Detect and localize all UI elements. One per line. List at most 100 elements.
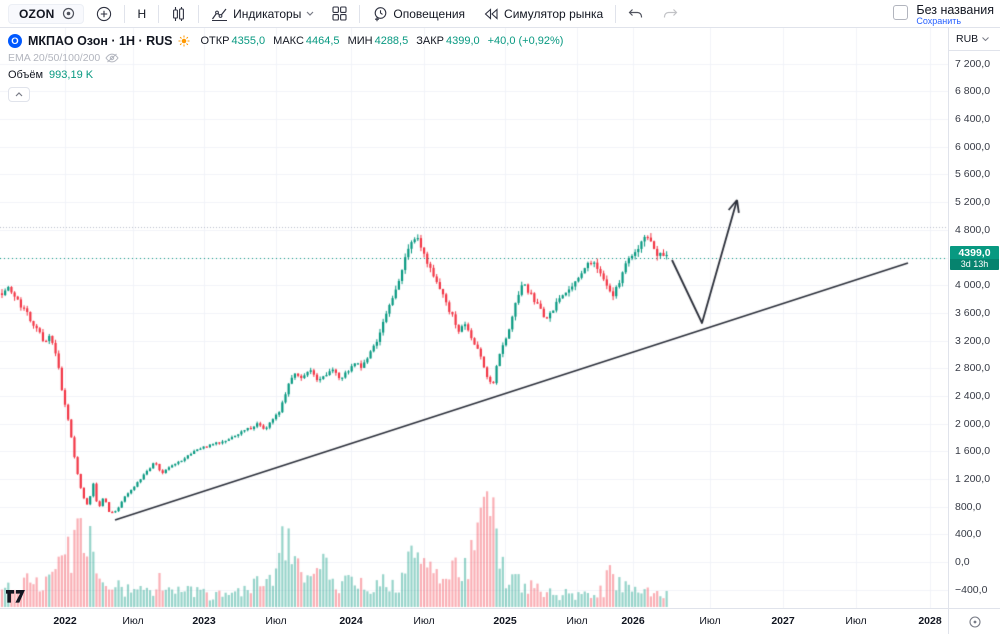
tradingview-logo[interactable] [6, 590, 30, 604]
time-axis-year-label: 2028 [918, 615, 942, 627]
eye-off-icon[interactable] [105, 53, 119, 63]
price-axis-label: 1 200,0 [955, 472, 991, 485]
volume-label[interactable]: Объём [8, 69, 44, 81]
low-label: МИН [347, 35, 373, 47]
high-label: МАКС [273, 35, 304, 47]
toolbar-separator [359, 4, 361, 23]
price-axis[interactable]: RUB 7 200,0 6 800,0 6 400,0 6 000,0 5 600,0 5… [948, 28, 1000, 608]
open-value: 4355,0 [231, 35, 266, 47]
pane-collapse-button[interactable] [8, 87, 30, 102]
chevron-down-icon [982, 37, 990, 41]
ozon-logo: O [8, 34, 22, 48]
time-axis-month-label: Июл [413, 615, 435, 627]
time-axis-year-label: 2022 [53, 615, 77, 627]
interval-button[interactable]: H [131, 5, 152, 23]
price-axis-label: 2 400,0 [955, 389, 991, 402]
volume-value: 993,19 K [49, 69, 94, 81]
change-value: +40,0 (+0,92%) [487, 35, 564, 47]
close-value: 4399,0 [445, 35, 480, 47]
time-axis[interactable]: 2022 Июл 2023 Июл 2024 Июл 2025 Июл 2026 Июл 2027 И… [0, 608, 1000, 634]
high-value: 4464,5 [305, 35, 340, 47]
chart-main-area: O МКПАО Озон · 1H · RUS ОТКР 4355,0 МАКС 4… [0, 28, 1000, 608]
price-axis-label: 7 200,0 [955, 57, 991, 70]
price-pane: O МКПАО Озон · 1H · RUS ОТКР 4355,0 МАКС 4… [0, 28, 948, 608]
bar-countdown: 3d 13h [950, 258, 999, 270]
symbol-search[interactable]: OZON [8, 3, 85, 24]
alert-clock-icon [372, 6, 388, 22]
ohlc-values: ОТКР 4355,0 МАКС 4464,5 МИН 4288,5 ЗАКР 4399… [200, 35, 563, 47]
time-axis-month-label: Июл [699, 615, 721, 627]
chevron-down-icon [306, 11, 314, 16]
layout-checkbox[interactable] [893, 4, 909, 20]
indicators-label: Индикаторы [233, 6, 302, 21]
symbol-title[interactable]: МКПАО Озон · 1H · RUS [28, 34, 173, 48]
candlestick-icon [171, 6, 186, 22]
toolbar-separator [158, 4, 160, 23]
toolbar-separator [124, 4, 126, 23]
time-axis-month-label: Июл [122, 615, 144, 627]
price-axis-label: 1 600,0 [955, 445, 991, 458]
low-value: 4288,5 [374, 35, 409, 47]
price-axis-label: 2 000,0 [955, 417, 991, 430]
layout-title[interactable]: Без названия [916, 3, 994, 17]
price-axis-label: 2 800,0 [955, 362, 991, 375]
price-chart-canvas[interactable] [0, 28, 948, 608]
toolbar-separator [198, 4, 200, 23]
price-axis-label: 3 600,0 [955, 306, 991, 319]
last-price-value: 4399,0 [958, 246, 991, 259]
layout-grid-icon [332, 6, 347, 21]
time-axis-month-label: Июл [845, 615, 867, 627]
alerts-button[interactable]: Оповещения [366, 4, 471, 24]
price-axis-label: 6 400,0 [955, 113, 991, 126]
price-axis-label: 5 600,0 [955, 168, 991, 181]
toolbar-separator [615, 4, 617, 23]
replay-button[interactable]: Симулятор рынка [477, 5, 609, 23]
time-axis-year-label: 2024 [339, 615, 363, 627]
top-toolbar: OZON H [0, 0, 1000, 28]
alerts-label: Оповещения [393, 6, 466, 21]
layout-grid-button[interactable] [326, 4, 353, 23]
time-axis-year-label: 2025 [493, 615, 517, 627]
market-status-sun-icon [178, 35, 190, 47]
close-label: ЗАКР [416, 35, 444, 47]
chart-legend: O МКПАО Озон · 1H · RUS ОТКР 4355,0 МАКС 4… [8, 34, 563, 102]
price-axis-label: 0,0 [955, 556, 970, 568]
price-axis-label: 6 000,0 [955, 140, 991, 153]
time-axis-year-label: 2027 [771, 615, 795, 627]
undo-icon [628, 8, 644, 20]
candle-style-button[interactable] [165, 4, 192, 24]
redo-icon [662, 8, 678, 20]
price-axis-label: 3 200,0 [955, 334, 991, 347]
symbol-name: OZON [19, 6, 55, 21]
indicators-button[interactable]: Индикаторы [205, 5, 320, 23]
replay-icon [483, 7, 499, 20]
redo-button[interactable] [656, 6, 684, 22]
price-axis-label: 4 000,0 [955, 279, 991, 292]
currency-dropdown[interactable]: RUB [949, 28, 1000, 51]
interval-label: H [137, 6, 147, 21]
time-axis-month-label: Июл [265, 615, 287, 627]
price-axis-label: 6 800,0 [955, 85, 991, 98]
price-axis-label: 400,0 [955, 528, 982, 541]
symbol-info-icon[interactable] [62, 7, 75, 20]
price-axis-label: 5 200,0 [955, 196, 991, 209]
price-axis-label: −400,0 [955, 583, 988, 596]
price-axis-label: 4 800,0 [955, 223, 991, 236]
save-layout-link[interactable]: Сохранить [916, 15, 962, 26]
plus-circle-icon [96, 6, 112, 22]
price-axis-label: 800,0 [955, 500, 982, 513]
open-label: ОТКР [200, 35, 230, 47]
last-price-badge: 4399,0 3d 13h [950, 245, 999, 270]
currency-label: RUB [956, 33, 979, 45]
compare-add-button[interactable] [90, 4, 118, 24]
target-reset-icon [968, 615, 982, 629]
time-axis-month-label: Июл [566, 615, 588, 627]
time-axis-year-label: 2023 [192, 615, 216, 627]
layout-save-area: Без названия Сохранить [893, 1, 994, 27]
undo-button[interactable] [622, 6, 650, 22]
ema-indicator-label[interactable]: EMA 20/50/100/200 [8, 52, 101, 64]
replay-label: Симулятор рынка [504, 6, 604, 21]
axis-settings-corner[interactable] [948, 609, 1000, 634]
indicators-icon [211, 7, 228, 21]
